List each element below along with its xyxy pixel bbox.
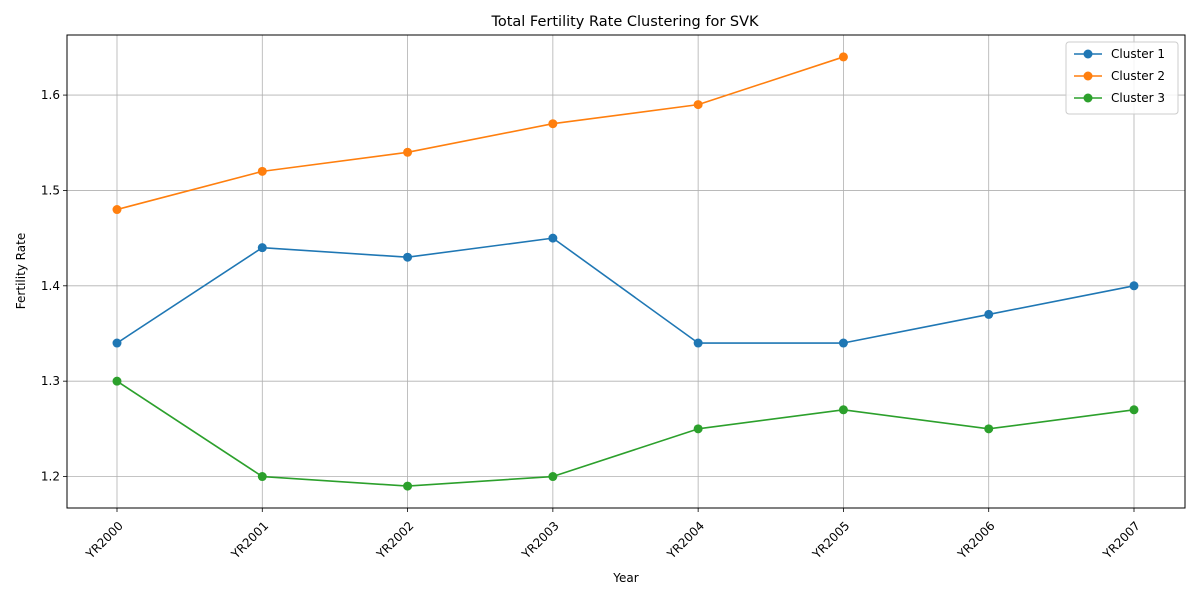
legend-box [1065, 41, 1179, 115]
x-tick-label: YR2000 [83, 519, 126, 562]
chart-title: Total Fertility Rate Clustering for SVK [490, 14, 759, 30]
y-tick-label: 1.4 [41, 279, 60, 293]
series-line-cluster-2 [116, 56, 844, 211]
data-point-cluster-3 [257, 472, 267, 482]
data-point-cluster-3 [984, 424, 994, 434]
data-point-cluster-1 [1129, 281, 1139, 291]
data-point-cluster-1 [548, 233, 558, 243]
axis-ticks: YR2000 YR2001 YR2002 YR2003 YR2004 YR2005 YR20… [41, 88, 1143, 562]
x-tick-label: YR2005 [809, 519, 852, 562]
legend: Cluster 1 Cluster 2 Cluster 3 [1065, 41, 1179, 115]
y-tick-label: 1.6 [41, 88, 60, 102]
data-point-cluster-1 [257, 243, 267, 253]
x-tick-label: YR2004 [664, 519, 707, 562]
x-tick-label: YR2003 [519, 519, 562, 562]
y-tick-label: 1.2 [41, 470, 60, 484]
x-tick-label: YR2002 [373, 519, 416, 562]
data-point-cluster-3 [403, 481, 413, 491]
data-point-cluster-3 [112, 376, 122, 386]
y-tick-label: 1.5 [41, 183, 60, 197]
x-tick-label: YR2006 [954, 519, 997, 562]
plot-frame [66, 34, 1186, 509]
legend-swatch-marker [1083, 71, 1093, 81]
data-point-cluster-2 [403, 147, 413, 157]
data-point-cluster-3 [1129, 405, 1139, 415]
legend-label: Cluster 1 [1111, 47, 1165, 61]
legend-swatch-marker [1083, 93, 1093, 103]
series-line-cluster-1 [116, 237, 1135, 344]
x-axis-title: Year [612, 571, 638, 585]
series-line-cluster-3 [116, 380, 1135, 487]
data-point-cluster-2 [548, 119, 558, 129]
data-point-cluster-1 [403, 252, 413, 262]
data-point-cluster-1 [693, 338, 703, 348]
data-point-cluster-3 [548, 472, 558, 482]
grid [67, 35, 1185, 508]
series-layer [112, 52, 1139, 491]
data-point-cluster-3 [838, 405, 848, 415]
data-point-cluster-2 [693, 100, 703, 110]
legend-label: Cluster 2 [1111, 69, 1165, 83]
data-point-cluster-2 [838, 52, 848, 62]
data-point-cluster-1 [112, 338, 122, 348]
data-point-cluster-3 [693, 424, 703, 434]
x-tick-label: YR2001 [228, 519, 271, 562]
data-point-cluster-2 [257, 166, 267, 176]
legend-label: Cluster 3 [1111, 91, 1165, 105]
y-tick-label: 1.3 [41, 374, 60, 388]
y-axis-title: Fertility Rate [14, 233, 28, 309]
data-point-cluster-1 [838, 338, 848, 348]
data-point-cluster-1 [984, 309, 994, 319]
x-tick-label: YR2007 [1100, 519, 1143, 562]
data-point-cluster-2 [112, 205, 122, 215]
legend-swatch-marker [1083, 49, 1093, 59]
